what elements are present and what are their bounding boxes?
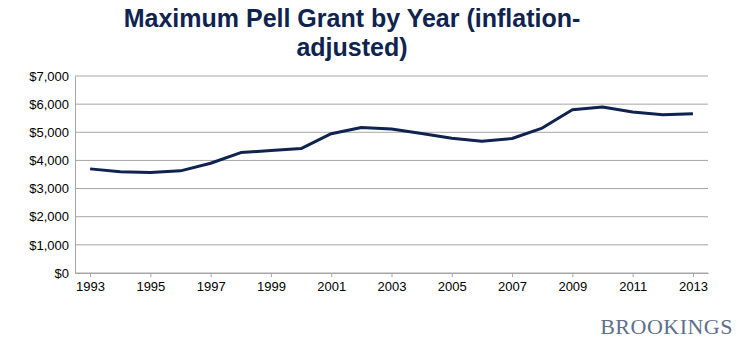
x-tick-label: 2013 bbox=[679, 279, 708, 294]
x-tick-mark bbox=[633, 273, 634, 277]
grid-line bbox=[75, 132, 708, 133]
y-tick: $0 bbox=[55, 266, 75, 281]
grid-line bbox=[75, 76, 708, 77]
x-tick: 2011 bbox=[619, 273, 647, 294]
marks bbox=[90, 107, 693, 173]
y-tick-label: $0 bbox=[55, 266, 69, 281]
x-tick-label: 1993 bbox=[76, 279, 105, 294]
x-tick-label: 1995 bbox=[136, 279, 165, 294]
x-tick-mark bbox=[693, 273, 694, 277]
y-tick: $7,000 bbox=[29, 69, 75, 84]
y-tick: $3,000 bbox=[29, 181, 75, 196]
title: Maximum Pell Grant by Year (inflation-ad… bbox=[124, 4, 581, 61]
grid bbox=[75, 76, 708, 273]
x-tick-mark bbox=[150, 273, 151, 277]
y-tick: $4,000 bbox=[29, 153, 75, 168]
grid-line bbox=[75, 244, 708, 245]
x-tick-label: 2005 bbox=[438, 279, 467, 294]
x-tick-mark bbox=[211, 273, 212, 277]
chart: Maximum Pell Grant by Year (inflation-ad… bbox=[0, 0, 750, 346]
x-tick-mark bbox=[452, 273, 453, 277]
x-tick: 1999 bbox=[257, 273, 286, 294]
x-tick-mark bbox=[90, 273, 91, 277]
grid-line bbox=[75, 188, 708, 189]
y-tick-label: $2,000 bbox=[29, 209, 69, 224]
x-tick-mark bbox=[572, 273, 573, 277]
y-tick: $2,000 bbox=[29, 209, 75, 224]
x-tick-label: 2007 bbox=[498, 279, 527, 294]
x-tick: 2005 bbox=[438, 273, 467, 294]
logo-text: BROOKINGS bbox=[600, 314, 733, 339]
x-tick-mark bbox=[392, 273, 393, 277]
y-tick: $1,000 bbox=[29, 238, 75, 253]
y-tick-label: $7,000 bbox=[29, 69, 69, 84]
x-tick-mark bbox=[271, 273, 272, 277]
x-tick: 1993 bbox=[76, 273, 105, 294]
x-tick-label: 1997 bbox=[197, 279, 226, 294]
title-line: adjusted) bbox=[296, 33, 407, 61]
y-tick-label: $6,000 bbox=[29, 97, 69, 112]
x-tick: 2009 bbox=[558, 273, 587, 294]
x-tick-label: 2011 bbox=[619, 279, 647, 294]
y-tick-label: $1,000 bbox=[29, 238, 69, 253]
y-axis-line bbox=[75, 77, 76, 274]
x-tick-mark bbox=[512, 273, 513, 277]
y-tick-label: $5,000 bbox=[29, 125, 69, 140]
x-tick-label: 2003 bbox=[378, 279, 407, 294]
title-line: Maximum Pell Grant by Year (inflation- bbox=[124, 4, 581, 32]
x-tick: 1995 bbox=[136, 273, 165, 294]
y-axis: $0 $1,000 $2,000 $3,000 $4,000 $5,000 $6,000 $7… bbox=[29, 69, 75, 281]
x-tick-label: 1999 bbox=[257, 279, 286, 294]
y-tick: $5,000 bbox=[29, 125, 75, 140]
grid-line bbox=[75, 160, 708, 161]
x-tick: 2001 bbox=[317, 273, 346, 294]
x-tick-label: 2001 bbox=[317, 279, 346, 294]
x-tick-mark bbox=[331, 273, 332, 277]
grid-line bbox=[75, 104, 708, 105]
y-tick-label: $3,000 bbox=[29, 181, 69, 196]
line bbox=[90, 107, 693, 173]
x-tick: 1997 bbox=[197, 273, 226, 294]
plot: $0 $1,000 $2,000 $3,000 $4,000 $5,000 $6,000 $7… bbox=[29, 69, 708, 295]
x-tick-label: 2009 bbox=[558, 279, 587, 294]
x-tick: 2013 bbox=[679, 273, 708, 294]
y-tick: $6,000 bbox=[29, 97, 75, 112]
y-tick-label: $4,000 bbox=[29, 153, 69, 168]
x-axis: 1993 1995 1997 1999 2001 2003 2005 2007 2009 2011… bbox=[76, 273, 709, 294]
x-tick: 2003 bbox=[378, 273, 407, 294]
x-tick: 2007 bbox=[498, 273, 527, 294]
grid-line bbox=[75, 216, 708, 217]
